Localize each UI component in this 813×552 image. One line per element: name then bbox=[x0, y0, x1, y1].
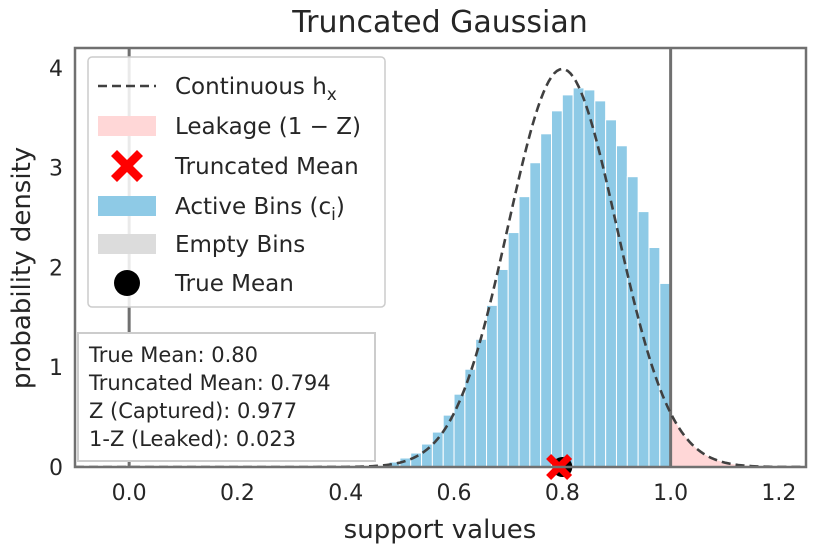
chart-title: Truncated Gaussian bbox=[291, 5, 588, 40]
histogram-bar bbox=[561, 94, 574, 467]
legend-box bbox=[87, 56, 386, 308]
legend-patch-swatch bbox=[98, 234, 156, 254]
histogram-bar bbox=[605, 119, 617, 467]
y-tick-label: 3 bbox=[49, 157, 63, 182]
axes: 0.0 0.2 0.4 0.6 0.8 1.0 1.2 0 1 2 3 4 bbox=[49, 46, 808, 506]
x-tick-label: 0.4 bbox=[328, 481, 363, 506]
stats-line: Truncated Mean: 0.794 bbox=[88, 371, 331, 395]
y-tick-label: 2 bbox=[49, 256, 63, 281]
legend-label: Empty Bins bbox=[175, 232, 305, 258]
legend-label-text: True Mean bbox=[174, 271, 294, 297]
histogram-bar bbox=[464, 368, 477, 467]
legend-label: Continuous hx bbox=[175, 74, 337, 105]
x-axis-label: support values bbox=[344, 515, 537, 545]
legend-label: Active Bins (ci) bbox=[175, 194, 345, 225]
histogram-bar bbox=[475, 338, 488, 467]
legend-label-text: Truncated Mean bbox=[174, 154, 359, 180]
histogram-bar bbox=[486, 304, 498, 467]
stats-frame bbox=[77, 332, 376, 462]
legend-label-text: Leakage (1 − Z) bbox=[175, 114, 361, 140]
x-tick-label: 0.0 bbox=[112, 481, 147, 506]
x-tick-label: 0.2 bbox=[220, 481, 255, 506]
histogram-bar bbox=[540, 133, 552, 467]
stats-line: True Mean: 0.80 bbox=[88, 343, 258, 367]
histogram-bar bbox=[496, 268, 509, 467]
legend-label-text: Continuous h bbox=[175, 74, 327, 100]
histogram-bar bbox=[421, 443, 433, 467]
histogram-bar bbox=[659, 282, 672, 467]
histogram-bar bbox=[615, 145, 628, 467]
x-tick-label: 0.6 bbox=[437, 481, 472, 506]
legend-label-text: Active Bins (c bbox=[175, 194, 331, 220]
legend-label-subscript: i bbox=[331, 205, 336, 225]
stats-line: 1-Z (Leaked): 0.023 bbox=[89, 427, 296, 451]
stats-box: True Mean: 0.80 Truncated Mean: 0.794 Z (C… bbox=[77, 332, 376, 462]
x-tick-label: 0.8 bbox=[545, 481, 580, 506]
leakage-area bbox=[670, 413, 806, 467]
legend: Continuous hx Leakage (1 − Z) Truncated Me… bbox=[87, 56, 386, 308]
histogram-bar bbox=[594, 100, 607, 467]
stats-line: Z (Captured): 0.977 bbox=[89, 399, 297, 423]
legend-label: Truncated Mean bbox=[174, 154, 359, 180]
y-axis-label: probability density bbox=[7, 147, 37, 389]
histogram-bar bbox=[518, 196, 531, 467]
legend-label: True Mean bbox=[174, 271, 294, 297]
legend-label-tail: ) bbox=[336, 194, 345, 220]
legend-circle-swatch bbox=[114, 270, 140, 296]
histogram-bar bbox=[507, 232, 520, 467]
legend-label: Leakage (1 − Z) bbox=[175, 114, 361, 140]
y-tick-label: 0 bbox=[49, 456, 63, 481]
histogram-bar bbox=[572, 87, 585, 467]
histogram-bar bbox=[551, 110, 563, 467]
legend-label-text: Empty Bins bbox=[175, 232, 305, 258]
histogram-bar bbox=[453, 393, 466, 467]
x-tick-label: 1.0 bbox=[653, 481, 688, 506]
legend-label-subscript: x bbox=[327, 85, 337, 105]
x-tick-label: 1.2 bbox=[761, 481, 796, 506]
histogram-bar bbox=[529, 162, 542, 467]
legend-patch-swatch bbox=[98, 196, 156, 216]
legend-x-swatch bbox=[111, 150, 143, 182]
histogram-bar bbox=[583, 89, 596, 467]
y-tick-label: 4 bbox=[49, 57, 63, 82]
legend-patch-swatch bbox=[98, 116, 156, 136]
histogram-bar bbox=[442, 414, 455, 467]
y-tick-label: 1 bbox=[49, 356, 63, 381]
plot-frame bbox=[73, 46, 808, 469]
histogram-bar bbox=[626, 176, 639, 467]
